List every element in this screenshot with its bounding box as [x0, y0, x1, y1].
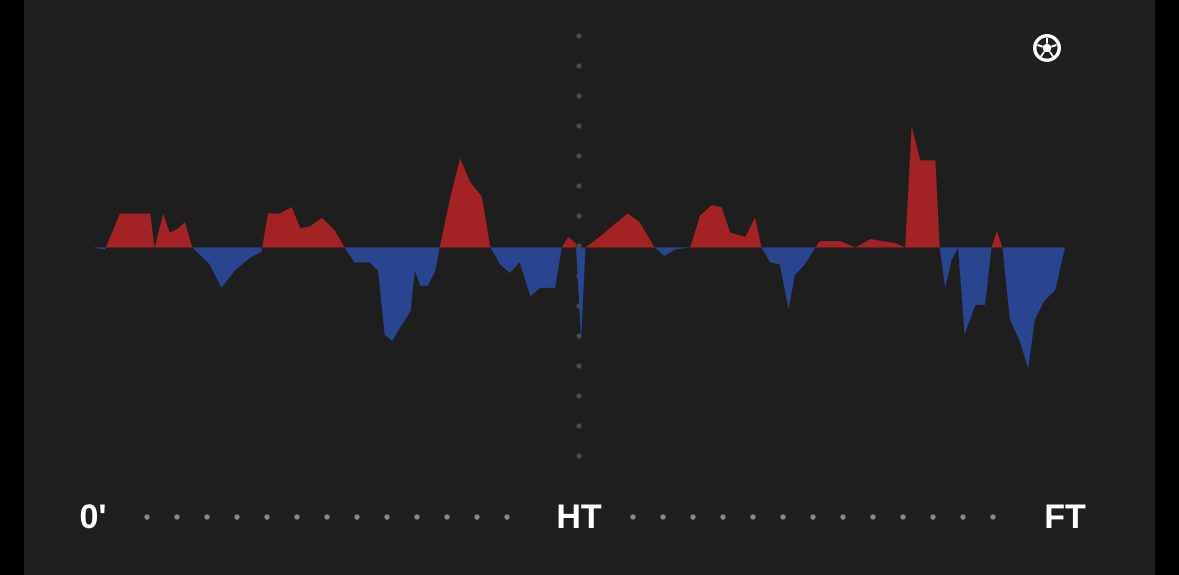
dot [576, 363, 582, 369]
x-tick-label: 0' [80, 498, 107, 536]
timeline-dot [264, 514, 270, 520]
dot [576, 213, 582, 219]
dot [576, 63, 582, 69]
timeline-dot [930, 514, 936, 520]
timeline-dot [324, 514, 330, 520]
timeline-dot [960, 514, 966, 520]
timeline-dot [414, 514, 420, 520]
timeline-dot [870, 514, 876, 520]
timeline-dot [720, 514, 726, 520]
dot [576, 123, 582, 129]
half-time-line [576, 33, 582, 459]
timeline-dot [810, 514, 816, 520]
momentum-area-negative [93, 247, 1065, 369]
dot [576, 33, 582, 39]
timeline-dot [444, 514, 450, 520]
timeline-dot [900, 514, 906, 520]
timeline-dot [660, 514, 666, 520]
timeline-dot [690, 514, 696, 520]
timeline-dot [474, 514, 480, 520]
timeline-dot [294, 514, 300, 520]
timeline-dot [840, 514, 846, 520]
dot [576, 453, 582, 459]
settings-icon[interactable] [1033, 34, 1061, 62]
timeline-dot [174, 514, 180, 520]
dot [576, 423, 582, 429]
dot [576, 393, 582, 399]
dot [576, 183, 582, 189]
timeline-dot [990, 514, 996, 520]
timeline-dot [504, 514, 510, 520]
dot [576, 153, 582, 159]
dot [576, 243, 582, 249]
timeline-dot [750, 514, 756, 520]
x-tick-label: HT [556, 498, 602, 536]
timeline-dot [780, 514, 786, 520]
dot [576, 93, 582, 99]
timeline-dot [354, 514, 360, 520]
timeline-dot [630, 514, 636, 520]
timeline-dot [144, 514, 150, 520]
timeline-dot [204, 514, 210, 520]
dot [576, 333, 582, 339]
timeline-dot [234, 514, 240, 520]
x-tick-label: FT [1044, 498, 1086, 536]
timeline-dot [384, 514, 390, 520]
